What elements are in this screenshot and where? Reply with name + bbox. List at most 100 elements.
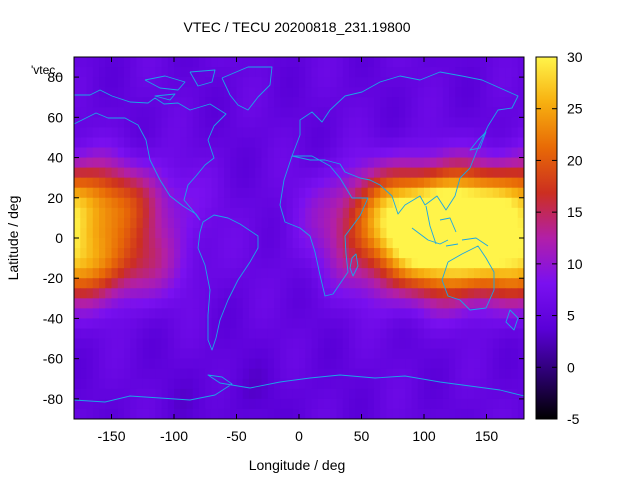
heatmap-cell <box>274 97 281 108</box>
heatmap-cell <box>74 217 81 229</box>
heatmap-cell <box>449 338 456 350</box>
heatmap-cell <box>461 378 469 390</box>
heatmap-cell <box>261 308 269 320</box>
heatmap-cell <box>192 248 200 259</box>
heatmap-cell <box>430 328 438 340</box>
heatmap-cell <box>499 57 506 68</box>
heatmap-cell <box>299 348 306 360</box>
heatmap-cell <box>261 177 269 189</box>
heatmap-cell <box>305 127 313 139</box>
heatmap-cell <box>186 368 194 380</box>
heatmap-cell <box>161 77 169 88</box>
heatmap-cell <box>405 288 413 299</box>
heatmap-cell <box>286 358 294 370</box>
heatmap-cell <box>480 268 488 279</box>
heatmap-cell <box>424 177 431 189</box>
heatmap-cell <box>374 388 381 400</box>
heatmap-cell <box>199 288 206 299</box>
heatmap-cell <box>392 107 400 118</box>
heatmap-cell <box>242 67 250 78</box>
heatmap-cell <box>511 398 519 410</box>
heatmap-cell <box>442 248 450 259</box>
heatmap-cell <box>311 298 319 309</box>
heatmap-cell <box>367 127 375 139</box>
heatmap-cell <box>192 127 200 139</box>
heatmap-cell <box>86 238 94 249</box>
heatmap-cell <box>430 127 438 139</box>
heatmap-cell <box>380 107 388 118</box>
heatmap-cell <box>292 358 300 370</box>
heatmap-cell <box>330 238 338 249</box>
heatmap-cell <box>99 217 106 229</box>
heatmap-cell <box>80 358 88 370</box>
heatmap-cell <box>505 348 513 360</box>
heatmap-cell <box>461 348 469 360</box>
heatmap-cell <box>249 207 256 219</box>
heatmap-cell <box>111 298 119 309</box>
heatmap-cell <box>192 358 200 370</box>
heatmap-cell <box>74 388 81 400</box>
heatmap-cell <box>430 278 438 289</box>
heatmap-cell <box>236 197 244 209</box>
heatmap-cell <box>311 207 319 219</box>
heatmap-cell <box>80 147 88 159</box>
heatmap-cell <box>324 358 331 370</box>
x-axis: -150 -100 -50 0 50 100 150 <box>97 57 498 444</box>
heatmap-cell <box>149 298 156 309</box>
heatmap-cell <box>311 187 319 199</box>
heatmap-cell <box>492 368 500 380</box>
heatmap-cell <box>361 187 369 199</box>
heatmap-cell <box>142 238 150 249</box>
heatmap-cell <box>449 278 456 289</box>
heatmap-cell <box>380 127 388 139</box>
heatmap-cell <box>292 378 300 390</box>
heatmap-cell <box>292 388 300 400</box>
heatmap-cell <box>161 308 169 320</box>
heatmap-cell <box>274 408 281 419</box>
heatmap-cell <box>99 87 106 98</box>
heatmap-cell <box>492 227 500 239</box>
heatmap-cell <box>455 87 463 98</box>
heatmap-cell <box>442 87 450 98</box>
heatmap-cell <box>517 97 524 108</box>
heatmap-cell <box>161 328 169 340</box>
heatmap-cell <box>80 328 88 340</box>
heatmap-cell <box>505 207 513 219</box>
heatmap-cell <box>161 137 169 149</box>
y-tick-label: -20 <box>43 270 63 286</box>
heatmap-cell <box>280 227 288 239</box>
heatmap-cell <box>217 298 225 309</box>
heatmap-cell <box>386 318 394 330</box>
heatmap-cell <box>167 127 175 139</box>
heatmap-cell <box>392 308 400 320</box>
heatmap-cell <box>236 288 244 299</box>
heatmap-cell <box>286 207 294 219</box>
heatmap-cell <box>230 137 238 149</box>
heatmap-cell <box>92 217 100 229</box>
heatmap-cell <box>155 298 163 309</box>
heatmap-cell <box>267 217 275 229</box>
heatmap-cell <box>105 167 113 179</box>
heatmap-cell <box>330 378 338 390</box>
heatmap-cell <box>411 117 419 128</box>
heatmap-cell <box>105 268 113 279</box>
heatmap-cell <box>105 217 113 229</box>
heatmap-cell <box>267 157 275 169</box>
heatmap-cell <box>342 187 350 199</box>
heatmap-cell <box>117 177 125 189</box>
heatmap-cell <box>430 97 438 108</box>
heatmap-cell <box>192 388 200 400</box>
heatmap-cell <box>130 77 138 88</box>
heatmap-cell <box>149 117 156 128</box>
heatmap-cell <box>405 187 413 199</box>
heatmap-cell <box>267 167 275 179</box>
heatmap-cell <box>286 268 294 279</box>
heatmap-cell <box>149 197 156 209</box>
heatmap-cell <box>324 197 331 209</box>
heatmap-cell <box>367 87 375 98</box>
heatmap-cell <box>99 278 106 289</box>
heatmap-cell <box>511 57 519 68</box>
heatmap-cell <box>111 227 119 239</box>
heatmap-cell <box>217 217 225 229</box>
heatmap-cell <box>199 378 206 390</box>
